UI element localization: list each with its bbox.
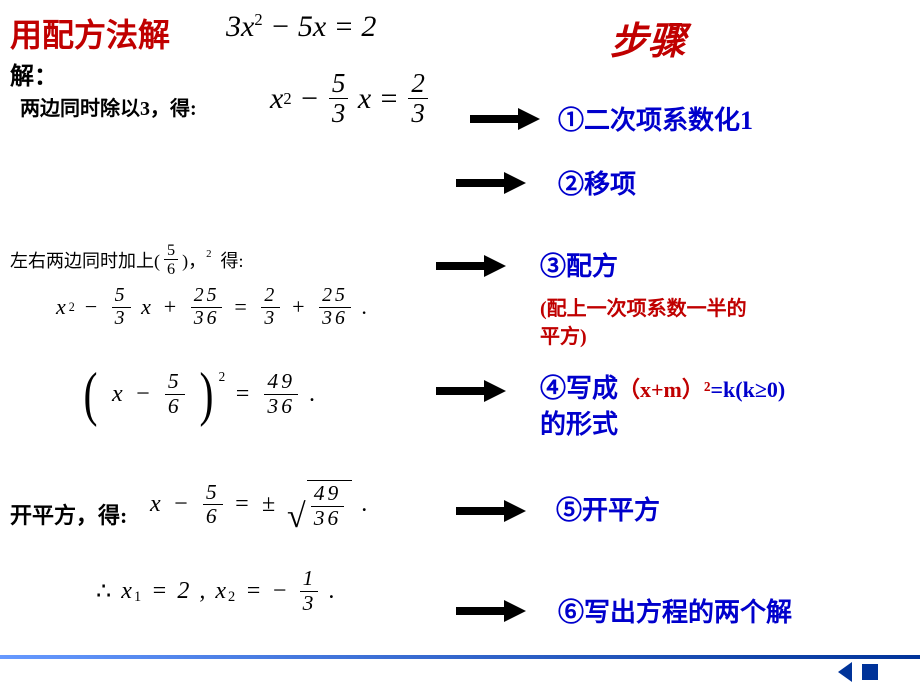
line3-text: 开平方，得: bbox=[10, 498, 127, 530]
eq1: x2 − 53 x = 23 bbox=[270, 70, 430, 127]
arrow-5 bbox=[456, 500, 526, 522]
arrow-6 bbox=[456, 600, 526, 622]
stop-slide-button[interactable] bbox=[862, 664, 878, 680]
footer-divider bbox=[0, 655, 920, 659]
eq2: x2 − 53 x + 2536 = 23 + 2536 . bbox=[56, 286, 370, 329]
step-3-note-a: (配上一次项系数一半的 bbox=[540, 292, 747, 321]
title-right: 步骤 bbox=[610, 10, 686, 65]
arrow-2 bbox=[456, 172, 526, 194]
line1-text: 两边同时除以3，得: bbox=[20, 92, 197, 121]
eq5: ∴ x1 = 2 , x2 = − 13 . bbox=[96, 568, 336, 614]
step-1: ①二次项系数化1 bbox=[558, 100, 753, 137]
main-equation: 3x2 − 5x = 2 bbox=[226, 10, 376, 44]
line2-text: 左右两边同时加上( 56 )，2 得: bbox=[10, 242, 244, 277]
line2-prefix: 左右两边同时加上( bbox=[10, 247, 160, 273]
step-3-note-b: 平方) bbox=[540, 320, 587, 349]
step-4d: 的形式 bbox=[540, 404, 618, 441]
arrow-1 bbox=[470, 108, 540, 130]
step-2: ②移项 bbox=[558, 164, 636, 201]
step-4c-label: =k(k≥0) bbox=[710, 377, 785, 402]
prev-slide-button[interactable] bbox=[838, 662, 852, 682]
step-4a: ④写成（x+m）²=k(k≥0) bbox=[540, 368, 785, 405]
title-left: 用配方法解 bbox=[10, 10, 170, 56]
arrow-4 bbox=[436, 380, 506, 402]
solve-label: 解： bbox=[10, 56, 58, 91]
step-5: ⑤开平方 bbox=[556, 490, 660, 527]
arrow-3 bbox=[436, 255, 506, 277]
step-3: ③配方 bbox=[540, 246, 618, 283]
step-6: ⑥写出方程的两个解 bbox=[558, 592, 792, 629]
step-4a-label: ④写成 bbox=[540, 374, 618, 403]
eq3: ( x − 56 ) 2 = 4936 . bbox=[80, 360, 318, 429]
step-4b-label: （x+m）² bbox=[618, 377, 710, 402]
eq4: x − 56 = ± √ 4936 . bbox=[150, 480, 370, 529]
